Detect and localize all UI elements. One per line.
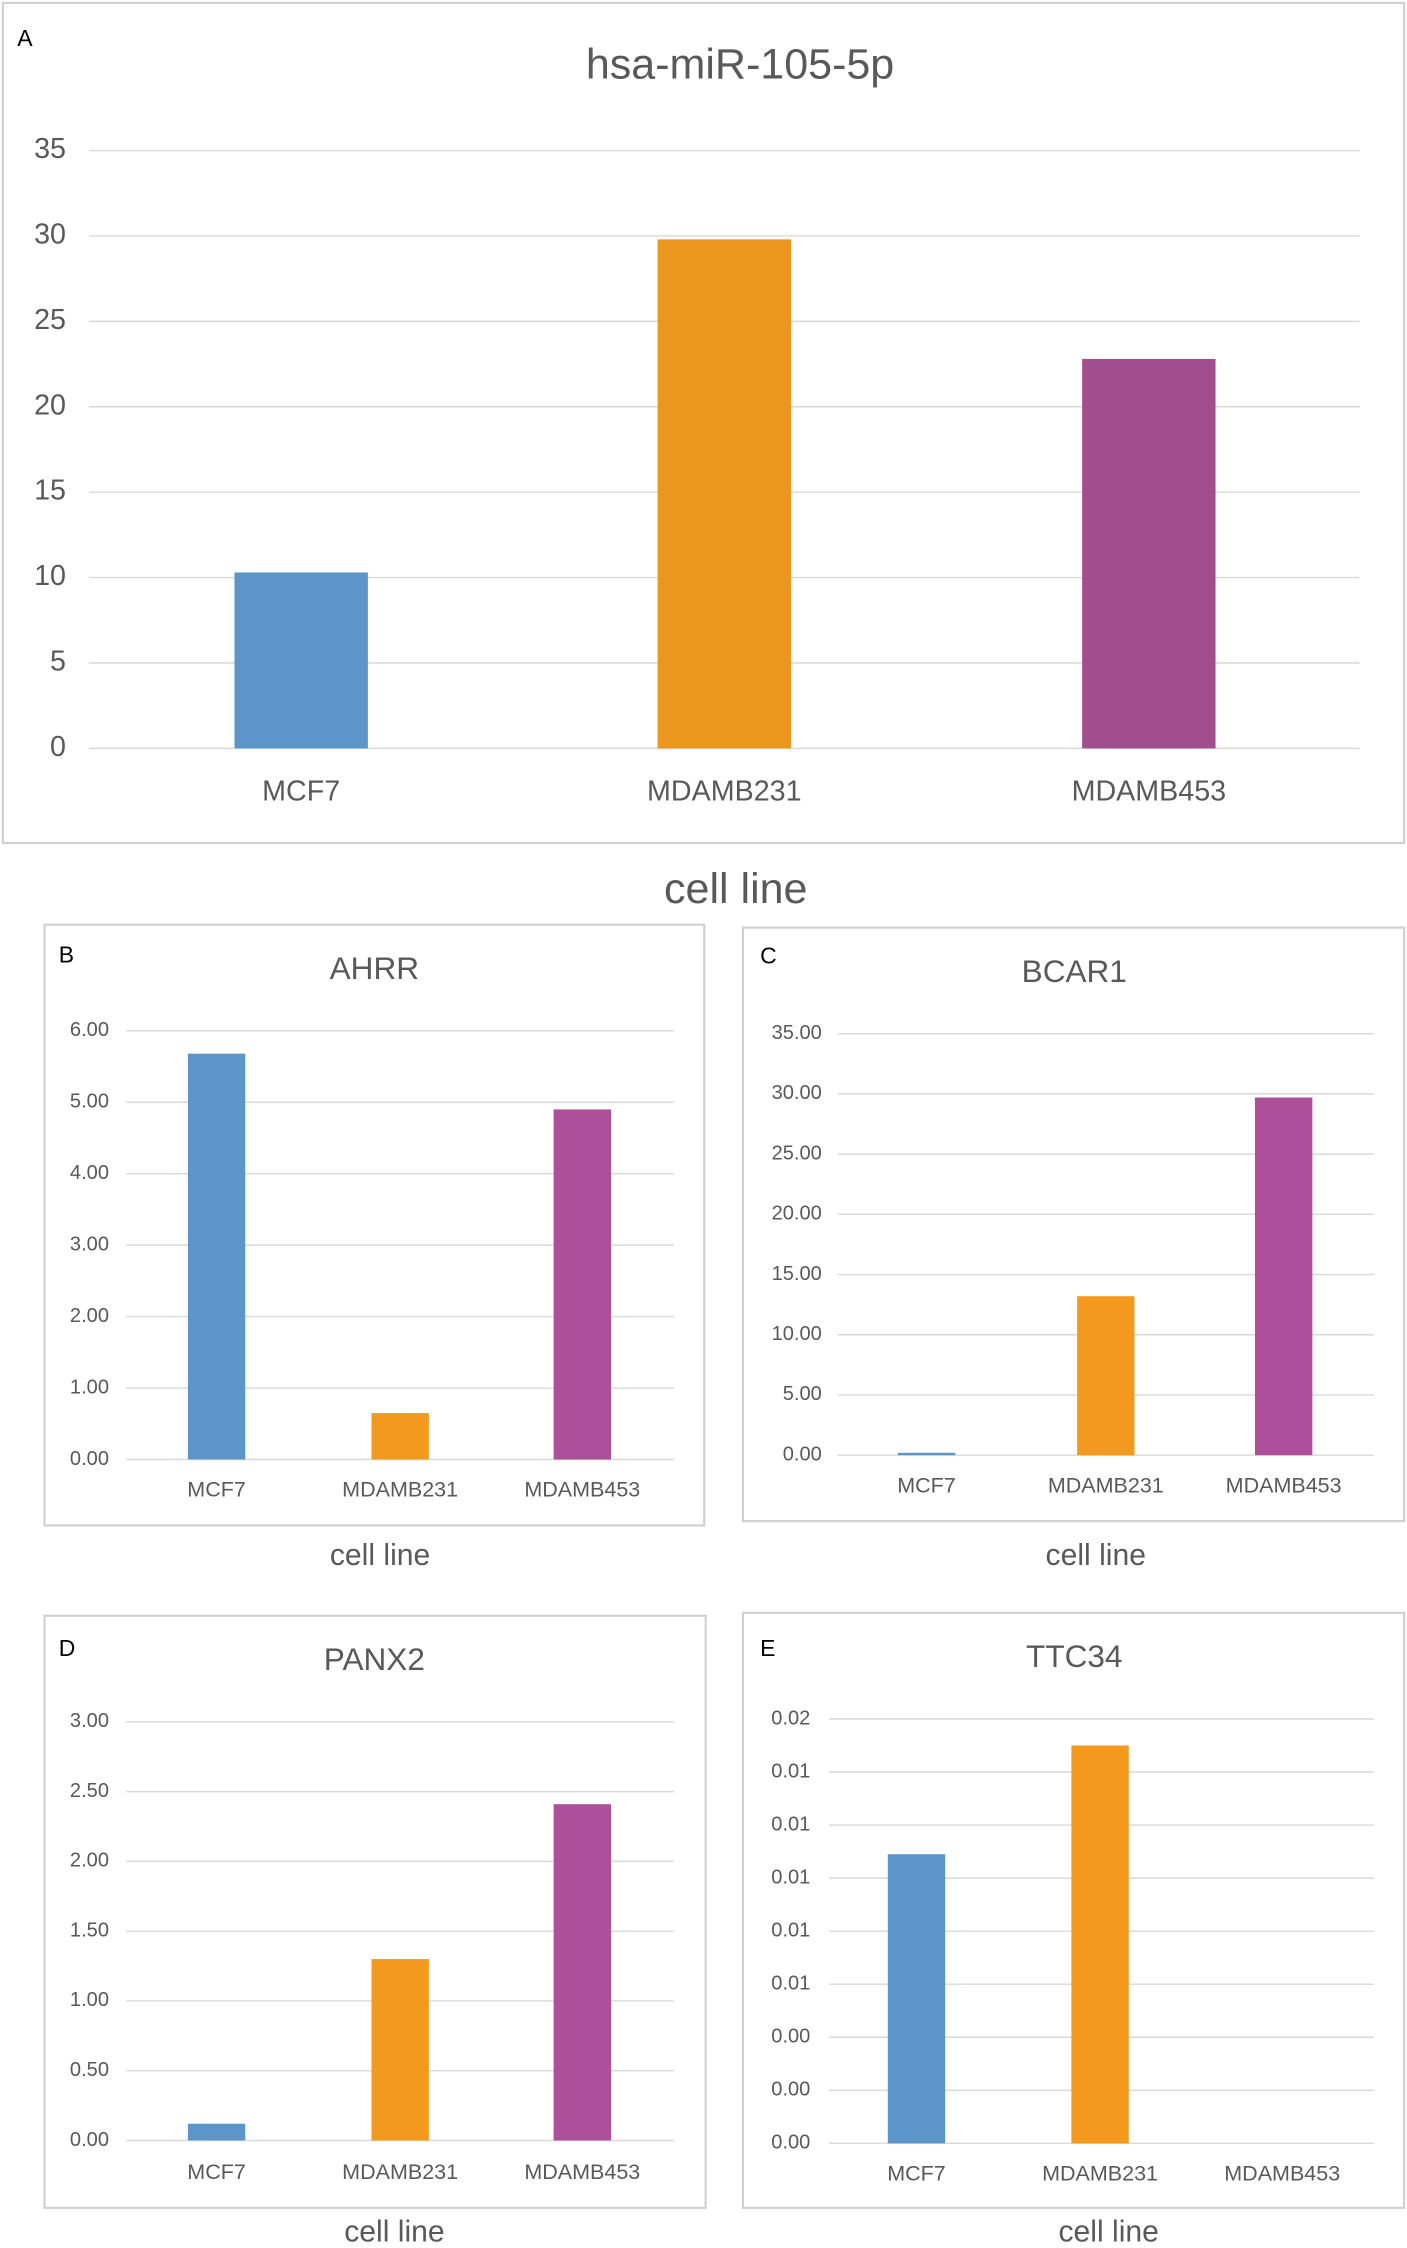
y-tick-label: 10	[34, 560, 66, 592]
x-tick-label: MDAMB231	[342, 1478, 458, 1502]
y-tick-label: 35	[34, 133, 66, 165]
y-tick-label: 2.00	[70, 1850, 109, 1872]
x-tick-label: MCF7	[187, 1478, 246, 1502]
y-tick-label: 5.00	[70, 1091, 109, 1113]
chart-title: TTC34	[1026, 1638, 1122, 1674]
y-tick-label: 10.00	[772, 1323, 822, 1345]
y-tick-label: 2.50	[70, 1780, 109, 1802]
panel-label: E	[760, 1635, 775, 1661]
x-tick-label: MDAMB231	[647, 775, 802, 807]
y-tick-label: 15	[34, 475, 66, 507]
bar	[553, 1804, 611, 2141]
y-tick-label: 0.01	[771, 1973, 810, 1995]
y-tick-label: 0.01	[771, 1760, 810, 1782]
y-tick-label: 20.00	[772, 1203, 822, 1225]
y-tick-label: 30.00	[772, 1082, 822, 1104]
y-tick-label: 0.00	[70, 2129, 109, 2151]
x-tick-label: MDAMB231	[1048, 1473, 1164, 1497]
x-axis-label: cell line	[344, 2216, 444, 2248]
panel-label: D	[59, 1635, 76, 1661]
x-tick-label: MDAMB453	[1224, 2162, 1340, 2186]
y-tick-label: 6.00	[70, 1019, 109, 1041]
chart-title: hsa-miR-105-5p	[586, 41, 894, 89]
y-tick-label: 5.00	[783, 1383, 822, 1405]
x-tick-label: MDAMB231	[342, 2160, 458, 2184]
bar	[897, 1452, 956, 1456]
y-tick-label: 3.00	[70, 1233, 109, 1255]
y-tick-label: 0.50	[70, 2059, 109, 2081]
bar	[1254, 1097, 1313, 1456]
bar	[1082, 358, 1216, 749]
y-tick-label: 0	[50, 731, 66, 763]
panel-label: B	[59, 941, 74, 967]
x-axis-label: cell line	[1046, 1539, 1146, 1572]
y-tick-label: 0.00	[771, 2026, 810, 2048]
chart-title: PANX2	[324, 1641, 425, 1677]
bar	[1077, 1296, 1135, 1456]
panel-label: C	[760, 943, 777, 969]
chart-title: BCAR1	[1022, 953, 1127, 989]
x-axis-label: cell line	[1058, 2216, 1158, 2248]
bar	[371, 1413, 429, 1460]
y-tick-label: 0.01	[771, 1813, 810, 1835]
y-tick-label: 25	[34, 304, 66, 336]
x-tick-label: MCF7	[262, 775, 340, 807]
y-tick-label: 1.50	[70, 1919, 109, 1941]
x-tick-label: MDAMB453	[524, 2160, 640, 2184]
x-tick-label: MDAMB453	[1072, 775, 1227, 807]
x-tick-label: MCF7	[187, 2160, 246, 2184]
bar	[553, 1109, 611, 1460]
y-tick-label: 4.00	[70, 1162, 109, 1184]
x-tick-label: MCF7	[887, 2162, 946, 2186]
y-tick-label: 0.02	[771, 1707, 810, 1729]
bar	[187, 2123, 246, 2141]
x-tick-label: MDAMB453	[1226, 1473, 1342, 1497]
panel-label: A	[17, 25, 33, 51]
x-tick-label: MCF7	[897, 1473, 956, 1497]
y-tick-label: 0.00	[70, 1448, 109, 1470]
bar	[657, 239, 791, 749]
y-tick-label: 30	[34, 219, 66, 251]
bar	[187, 1053, 246, 1460]
y-tick-label: 1.00	[70, 1989, 109, 2011]
chart-title: AHRR	[330, 950, 419, 986]
bar	[1071, 1745, 1129, 2144]
y-tick-label: 20	[34, 389, 66, 421]
bar	[234, 572, 368, 749]
y-tick-label: 0.00	[783, 1443, 822, 1465]
y-tick-label: 0.01	[771, 1919, 810, 1941]
y-tick-label: 15.00	[772, 1263, 822, 1285]
y-tick-label: 0.00	[771, 2079, 810, 2101]
bar	[371, 1959, 429, 2141]
x-axis-label: cell line	[664, 865, 807, 913]
x-tick-label: MDAMB231	[1042, 2162, 1158, 2186]
y-tick-label: 5	[50, 646, 66, 678]
y-tick-label: 3.00	[70, 1710, 109, 1732]
y-tick-label: 35.00	[772, 1022, 822, 1044]
x-axis-label: cell line	[330, 1539, 430, 1572]
x-tick-label: MDAMB453	[524, 1478, 640, 1502]
y-tick-label: 1.00	[70, 1376, 109, 1398]
y-tick-label: 0.00	[771, 2132, 810, 2154]
y-tick-label: 0.01	[771, 1866, 810, 1888]
y-tick-label: 25.00	[772, 1142, 822, 1164]
y-tick-label: 2.00	[70, 1305, 109, 1327]
bar	[887, 1854, 946, 2144]
